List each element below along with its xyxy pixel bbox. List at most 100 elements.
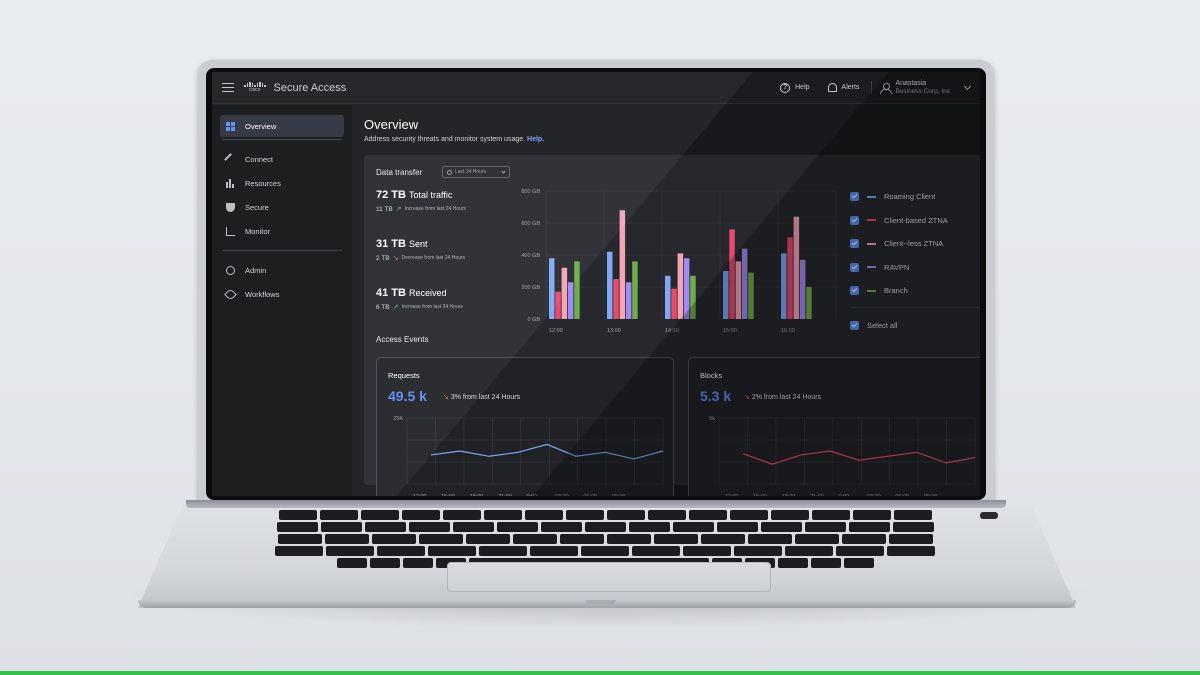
x-tick-label: 21:00 bbox=[498, 494, 512, 496]
keyboard-key bbox=[647, 510, 686, 520]
help-button[interactable]: ? Help bbox=[780, 82, 810, 93]
power-button bbox=[980, 512, 998, 519]
keyboard-key bbox=[428, 546, 476, 556]
legend-item[interactable]: Branch bbox=[850, 279, 980, 303]
x-tick-label: 03:00 bbox=[555, 494, 569, 496]
trend-down-icon: ↘ bbox=[392, 255, 399, 262]
user-icon bbox=[880, 82, 893, 94]
legend-divider bbox=[850, 306, 980, 308]
hamburger-menu-icon[interactable] bbox=[222, 83, 234, 92]
sidebar-item-resources[interactable]: Resources bbox=[220, 172, 344, 194]
keyboard-key bbox=[565, 510, 604, 520]
keyboard-key bbox=[524, 510, 563, 520]
legend-swatch bbox=[867, 242, 876, 245]
legend-item[interactable]: RAVPN bbox=[850, 256, 980, 280]
checkbox[interactable] bbox=[850, 239, 859, 249]
keyboard-key bbox=[760, 522, 802, 532]
stat-total-traffic: 72 TB Total traffic 11 TB ↗ Increase fro… bbox=[376, 189, 467, 213]
keyboard-key bbox=[369, 558, 400, 568]
keyboard-key bbox=[319, 510, 358, 520]
select-all-checkbox[interactable] bbox=[850, 320, 859, 330]
legend-item[interactable]: Client--less ZTNA bbox=[850, 232, 980, 256]
stat-sent: 31 TB Sent 2 TB ↘ Decrease from last 24 … bbox=[376, 238, 466, 262]
keyboard-key bbox=[888, 534, 933, 544]
x-tick-label: 12:00 bbox=[413, 494, 427, 496]
app-title: Secure Access bbox=[273, 81, 347, 94]
x-tick-label: 15:00 bbox=[723, 328, 737, 334]
legend-item[interactable]: Client-based ZTNA bbox=[850, 209, 980, 233]
select-all[interactable]: Select all bbox=[850, 314, 980, 338]
bar bbox=[729, 229, 735, 319]
keyboard-key bbox=[887, 546, 935, 556]
legend-item[interactable]: Roaming Client bbox=[850, 185, 980, 209]
y-tick-label: 5k bbox=[709, 416, 715, 422]
topbar-divider bbox=[871, 80, 873, 95]
bell-icon bbox=[827, 83, 837, 92]
series-line bbox=[430, 443, 664, 460]
keyboard-key bbox=[559, 534, 604, 544]
sidebar-item-overview[interactable]: Overview bbox=[220, 115, 344, 137]
blocks-title: Blocks bbox=[700, 371, 723, 380]
keyboard-key bbox=[326, 546, 374, 556]
keyboard-key bbox=[606, 510, 645, 520]
legend-swatch bbox=[867, 219, 876, 222]
keyboard-key bbox=[700, 534, 745, 544]
keyboard-key bbox=[843, 558, 874, 568]
sidebar-item-workflows[interactable]: Workflows bbox=[220, 283, 344, 305]
sidebar-item-monitor[interactable]: Monitor bbox=[220, 220, 344, 242]
data-transfer-title: Data transfer bbox=[376, 168, 423, 177]
legend-swatch bbox=[867, 289, 876, 292]
checkbox[interactable] bbox=[850, 286, 859, 296]
bar bbox=[632, 261, 638, 319]
bar bbox=[799, 259, 806, 319]
bar bbox=[607, 251, 613, 319]
help-link[interactable]: Help. bbox=[527, 136, 545, 143]
keyboard-key bbox=[364, 522, 406, 532]
bar bbox=[748, 272, 754, 319]
sidebar-item-secure[interactable]: Secure bbox=[220, 196, 344, 218]
keyboard-key bbox=[402, 558, 433, 568]
page-title: Overview bbox=[364, 117, 419, 132]
bar bbox=[671, 288, 677, 319]
time-range-dropdown[interactable]: Last 24 Hours bbox=[442, 166, 510, 178]
keyboard-key bbox=[811, 510, 850, 520]
keyboard-key bbox=[628, 522, 670, 532]
sidebar: Overview Connect Resources Secure M bbox=[212, 105, 352, 496]
x-tick-label: 12:00 bbox=[725, 494, 739, 496]
legend-label: Client-based ZTNA bbox=[884, 215, 948, 225]
keyboard-key bbox=[377, 546, 425, 556]
checkbox[interactable] bbox=[850, 192, 859, 202]
checkbox[interactable] bbox=[850, 262, 859, 272]
x-tick-label: 12:00 bbox=[549, 328, 563, 334]
keyboard-key bbox=[483, 510, 522, 520]
bar bbox=[567, 282, 574, 319]
keyboard-key bbox=[360, 510, 399, 520]
keyboard-key bbox=[852, 510, 891, 520]
alerts-button[interactable]: Alerts bbox=[827, 83, 859, 92]
keyboard-key bbox=[848, 522, 890, 532]
requests-value: 49.5 k bbox=[388, 388, 427, 404]
x-tick-label: 15:00 bbox=[753, 494, 767, 496]
sidebar-item-connect[interactable]: Connect bbox=[220, 148, 344, 170]
keyboard-key bbox=[836, 546, 884, 556]
user-menu[interactable]: Anastasia Business Corp, Inc bbox=[880, 80, 972, 96]
y-tick-label: 400 GB bbox=[521, 253, 540, 259]
sidebar-item-admin[interactable]: Admin bbox=[220, 259, 344, 281]
checkbox[interactable] bbox=[850, 215, 859, 225]
legend-label: Client--less ZTNA bbox=[884, 239, 944, 249]
x-tick-label: 0:00 bbox=[838, 494, 849, 496]
keyboard-key bbox=[401, 510, 440, 520]
plug-icon bbox=[224, 152, 237, 166]
y-tick-label: 0 GB bbox=[527, 317, 540, 323]
lid-notch bbox=[586, 600, 616, 604]
y-tick-label: 25K bbox=[393, 416, 403, 422]
keyboard-key bbox=[324, 534, 369, 544]
laptop-hinge bbox=[186, 500, 1006, 508]
x-tick-label: 18:00 bbox=[782, 494, 796, 496]
bar bbox=[625, 282, 632, 319]
bar bbox=[619, 210, 626, 319]
y-tick-label: 200 GB bbox=[521, 285, 540, 291]
shield-icon bbox=[226, 202, 235, 212]
cisco-logo: cisco bbox=[244, 82, 266, 93]
laptop-base-edge bbox=[138, 600, 1076, 608]
